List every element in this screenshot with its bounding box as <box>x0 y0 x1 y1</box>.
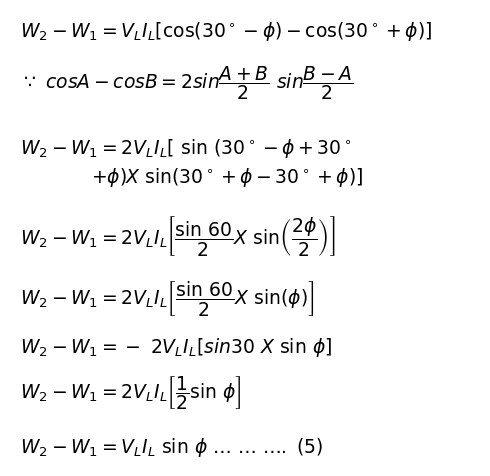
Text: $W_2 - W_1 = 2V_LI_L\left[\dfrac{\mathrm{sin}\ 60}{2}X\ \mathrm{sin}\left(\dfrac: $W_2 - W_1 = 2V_LI_L\left[\dfrac{\mathrm… <box>20 214 335 258</box>
Text: $+ \phi)X\ \mathrm{sin}(30^\circ + \phi - 30^\circ + \phi)]$: $+ \phi)X\ \mathrm{sin}(30^\circ + \phi … <box>91 166 363 188</box>
Text: $W_2 - W_1 = 2V_LI_L[\ \mathrm{sin}\ (30^\circ - \phi + 30^\circ$: $W_2 - W_1 = 2V_LI_L[\ \mathrm{sin}\ (30… <box>20 137 351 160</box>
Text: $W_2 - W_1 = 2V_LI_L\left[\dfrac{\mathrm{sin}\ 60}{2}X\ \mathrm{sin}(\phi)\right: $W_2 - W_1 = 2V_LI_L\left[\dfrac{\mathrm… <box>20 278 314 317</box>
Text: $W_2 - W_1 = V_LI_L[\mathrm{cos}(30^\circ - \phi) - \mathrm{cos}(30^\circ + \phi: $W_2 - W_1 = V_LI_L[\mathrm{cos}(30^\cir… <box>20 20 432 42</box>
Text: $W_2 - W_1 = V_LI_L\ \mathrm{sin}\ \phi\ \ldots\ \ldots\ \ldots.\ (5)$: $W_2 - W_1 = V_LI_L\ \mathrm{sin}\ \phi\… <box>20 435 323 458</box>
Text: $W_2 - W_1 = -\ 2V_LI_L[\mathit{sin30}\ X\ \mathrm{sin}\ \phi]$: $W_2 - W_1 = -\ 2V_LI_L[\mathit{sin30}\ … <box>20 335 332 358</box>
Text: $\because\ \mathit{cosA} - \mathit{cosB} = 2\mathit{sin}\dfrac{A+B}{2}\ \mathit{: $\because\ \mathit{cosA} - \mathit{cosB}… <box>20 64 353 102</box>
Text: $W_2 - W_1 = 2V_LI_L\left[\dfrac{1}{2}\mathrm{sin}\ \phi\right]$: $W_2 - W_1 = 2V_LI_L\left[\dfrac{1}{2}\m… <box>20 374 241 412</box>
